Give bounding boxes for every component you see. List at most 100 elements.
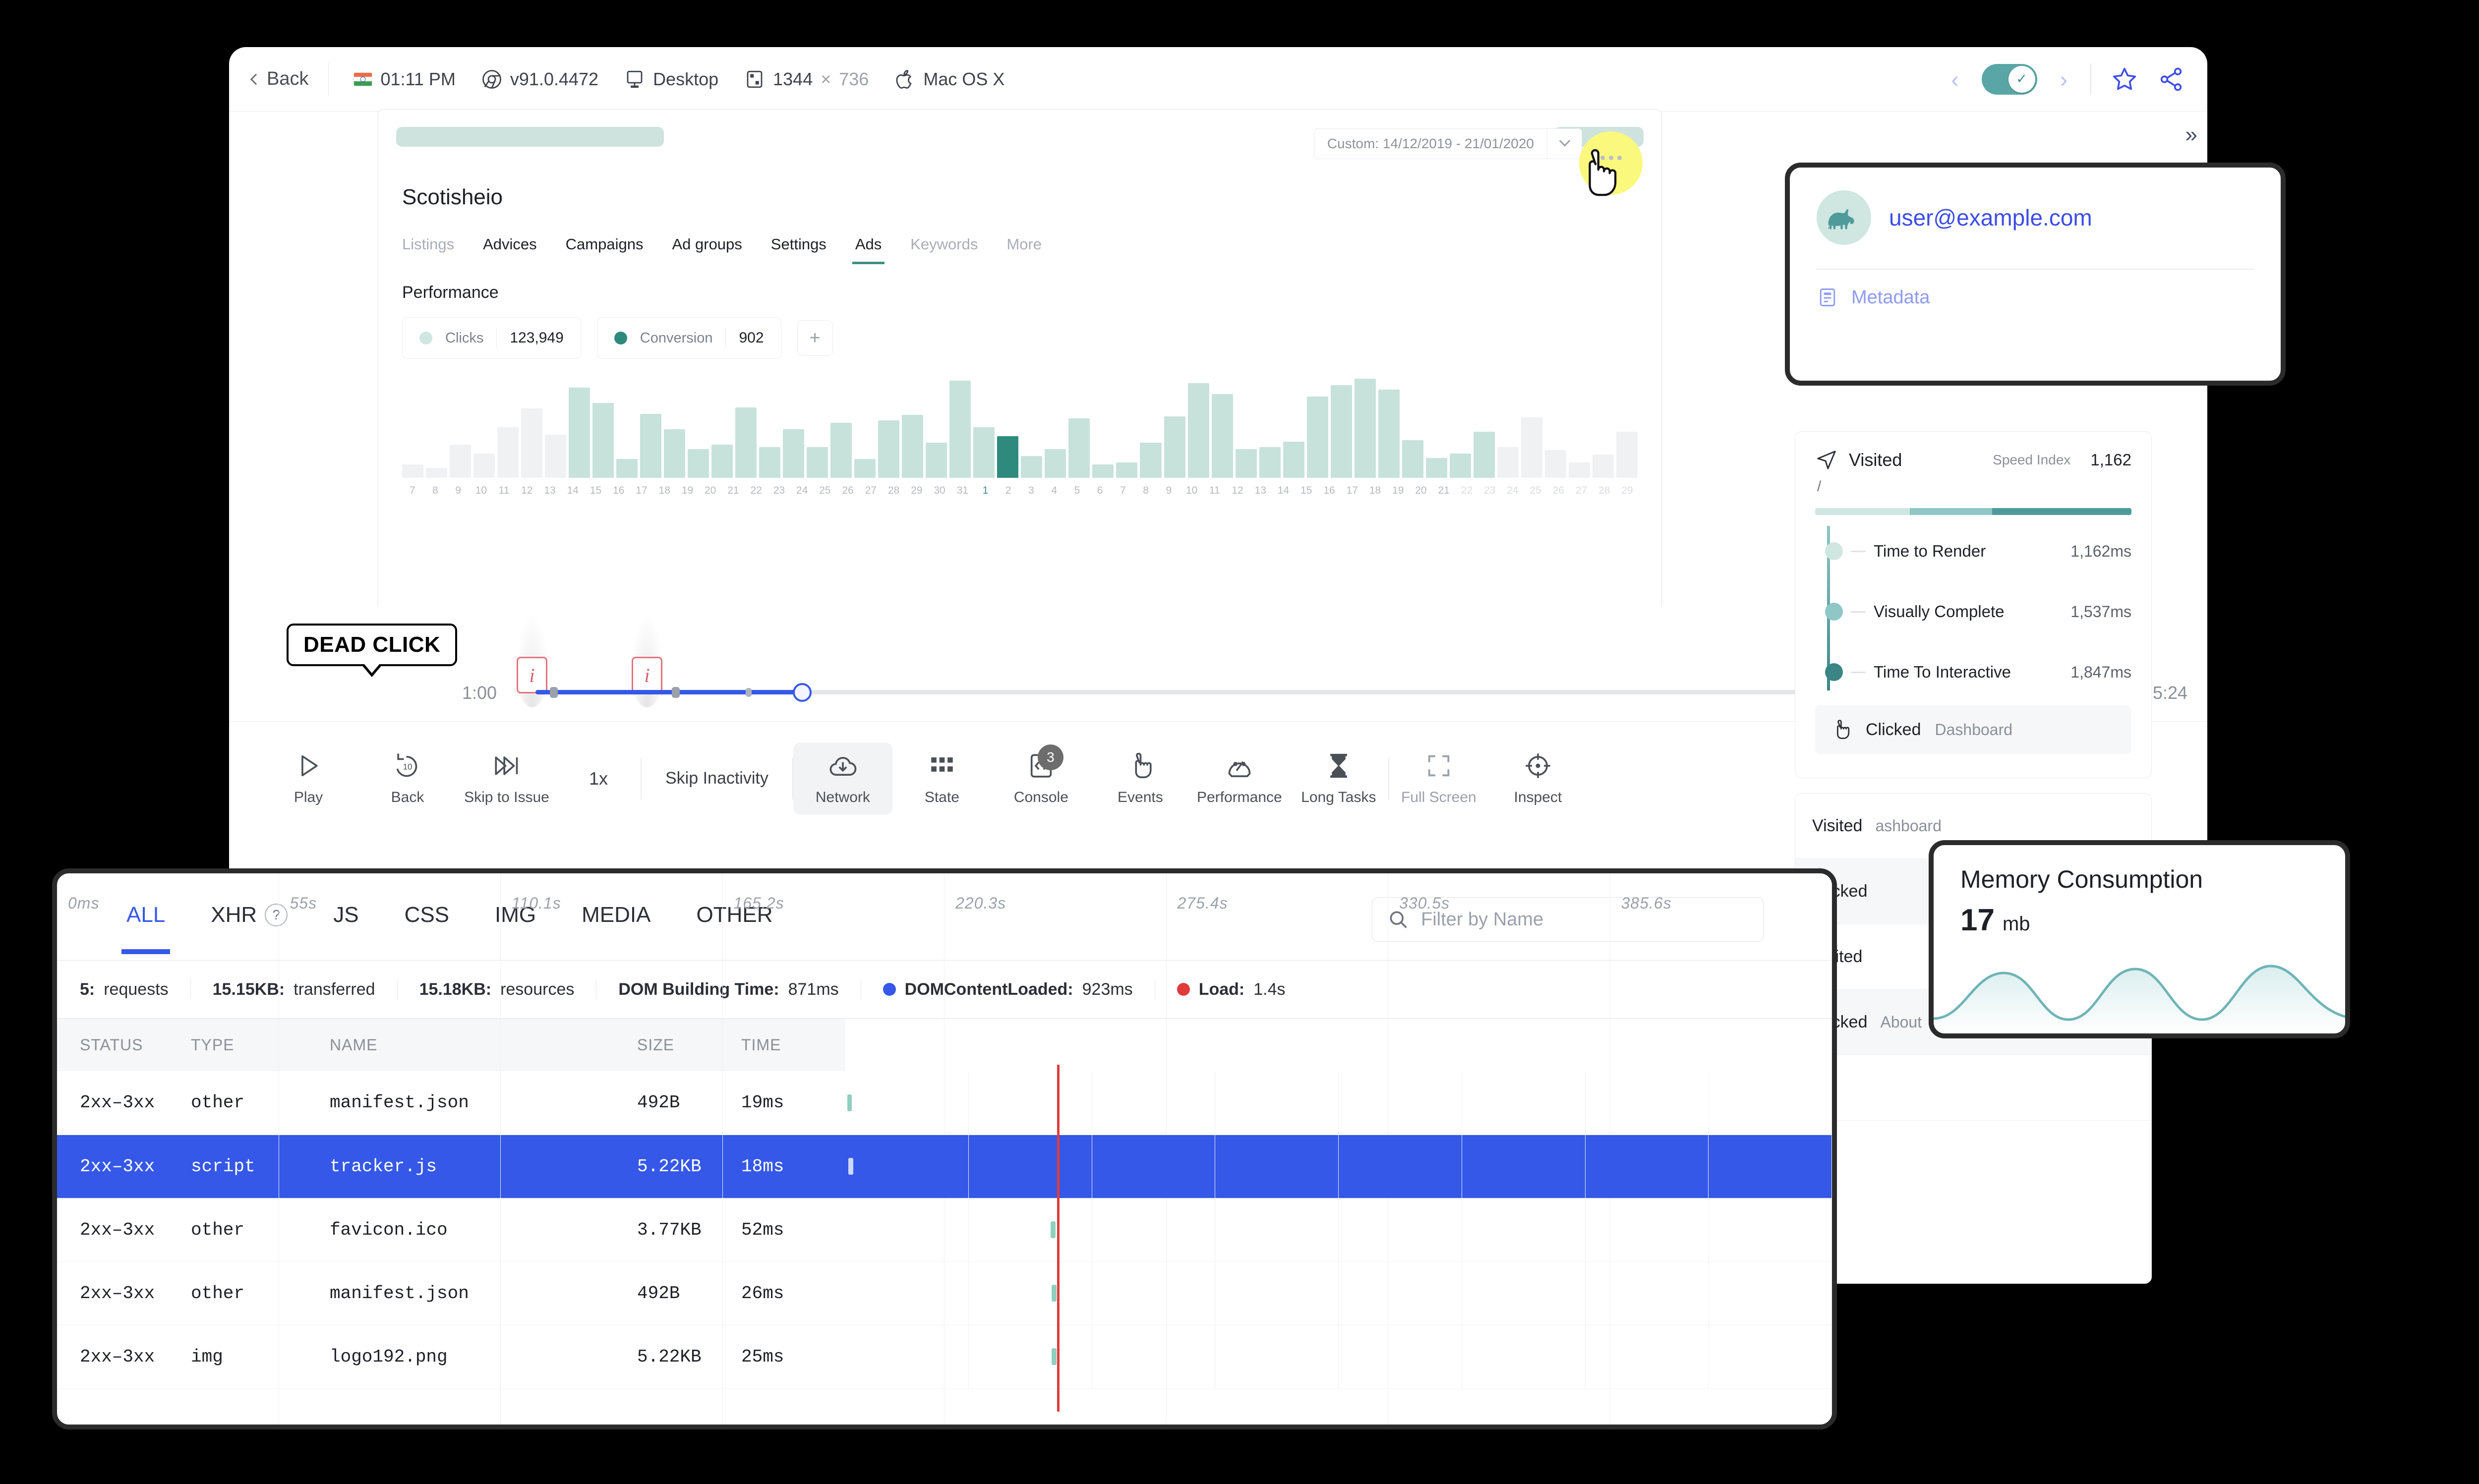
date-range-selector[interactable]: Custom: 14/12/2019 - 21/01/2020 <box>1313 128 1582 159</box>
date-range-dropdown-button[interactable] <box>1547 129 1582 159</box>
playback-speed-button[interactable]: 1x <box>589 768 608 789</box>
timeline-track[interactable] <box>535 683 2059 702</box>
pointer-icon <box>1126 751 1155 780</box>
code-icon: 3 <box>1027 744 1063 780</box>
tab-keywords[interactable]: Keywords <box>910 235 978 253</box>
cell-name: manifest.json <box>330 1071 637 1135</box>
visited-path: / <box>1817 478 1822 495</box>
col-size[interactable]: SIZE <box>637 1019 741 1071</box>
skip-inactivity-button[interactable]: Skip Inactivity <box>665 769 768 788</box>
visited-header: Visited Speed Index 1,162 <box>1815 449 2131 471</box>
skip-to-issue-button[interactable]: Skip to Issue <box>457 742 556 815</box>
conversion-color-dot <box>614 332 627 344</box>
tab-xhr[interactable]: XHR ? <box>211 903 288 931</box>
play-button[interactable]: Play <box>259 742 358 815</box>
cell-type: other <box>191 1261 330 1325</box>
tab-listings[interactable]: Listings <box>402 235 455 253</box>
chart-bar <box>1544 450 1566 478</box>
col-status[interactable]: STATUS <box>57 1019 191 1071</box>
timeline-row-time-to-render: Time to Render 1,162ms <box>1822 521 2131 581</box>
tab-advices[interactable]: Advices <box>483 235 537 253</box>
axis-tick-label: 24 <box>796 485 808 496</box>
previous-session-button[interactable]: ‹ <box>1951 66 1959 92</box>
tab-settings[interactable]: Settings <box>770 235 826 253</box>
tab-media[interactable]: MEDIA <box>582 903 650 931</box>
tab-more[interactable]: More <box>1006 235 1042 253</box>
tab-ad-groups[interactable]: Ad groups <box>672 235 742 253</box>
tool-fullscreen-button[interactable]: Full Screen <box>1389 742 1488 815</box>
cell-type: script <box>191 1135 330 1199</box>
back-button[interactable]: 10 Back <box>358 742 457 815</box>
event-row-clicked-dashboard[interactable]: Clicked Dashboard <box>1815 705 2131 754</box>
event-target: Dashboard <box>1935 720 2013 739</box>
add-metric-button[interactable]: + <box>797 320 833 356</box>
tool-network-button[interactable]: Network <box>793 742 892 815</box>
expand-panel-button[interactable]: » <box>2185 122 2197 147</box>
chart-bar <box>1235 449 1257 478</box>
timeline-event-tick[interactable] <box>746 687 752 697</box>
metric-cards: Clicks 123,949 Conversion 902 + <box>402 317 1638 359</box>
timeline-event-tick[interactable] <box>549 686 558 698</box>
filter-input-wrapper[interactable] <box>1372 897 1764 942</box>
tab-label: JS <box>333 902 359 927</box>
issue-marker[interactable]: i <box>628 608 666 707</box>
metadata-link[interactable]: Metadata <box>1817 286 2254 308</box>
tab-img[interactable]: IMG <box>495 903 536 931</box>
desktop-icon <box>624 69 645 90</box>
table-row[interactable]: 2xx–3xx img logo192.png 5.22KB 25ms <box>57 1325 1832 1389</box>
cell-time: 18ms <box>741 1135 845 1199</box>
table-row[interactable]: 2xx–3xx other manifest.json 492B 26ms <box>57 1261 1832 1325</box>
table-row[interactable]: 2xx–3xx other favicon.ico 3.77KB 52ms <box>57 1198 1832 1262</box>
tool-events-button[interactable]: Events <box>1091 742 1190 815</box>
user-email[interactable]: user@example.com <box>1889 205 2092 230</box>
chart-bar <box>1140 442 1162 478</box>
issue-marker[interactable]: i <box>513 608 551 707</box>
list-item[interactable]: Visited ashboard <box>1795 794 2151 859</box>
share-icon[interactable] <box>2158 66 2184 93</box>
table-row[interactable]: 2xx–3xx other manifest.json 492B 19ms <box>57 1071 1832 1135</box>
chart-bar <box>1045 449 1066 478</box>
chart-bar <box>592 402 614 478</box>
next-session-button[interactable]: › <box>2060 66 2067 92</box>
more-options-button[interactable] <box>1591 135 1631 180</box>
gauge-icon <box>1225 751 1254 780</box>
tool-inspect-button[interactable]: Inspect <box>1488 742 1588 815</box>
tab-css[interactable]: CSS <box>405 903 449 931</box>
chart-bar <box>997 436 1019 478</box>
tab-js[interactable]: JS <box>333 903 358 931</box>
help-icon[interactable]: ? <box>265 903 288 926</box>
tab-all[interactable]: ALL <box>121 903 171 954</box>
timeline-event-tick[interactable] <box>671 686 680 698</box>
col-type[interactable]: TYPE <box>191 1019 330 1071</box>
tool-performance-button[interactable]: Performance <box>1190 742 1289 815</box>
metric-card-conversion[interactable]: Conversion 902 <box>596 317 781 359</box>
memory-card-value-row: 17 mb <box>1934 894 2345 938</box>
star-icon[interactable] <box>2111 66 2138 93</box>
table-row[interactable]: 2xx–3xx script tracker.js 5.22KB 18ms <box>57 1135 1832 1199</box>
chart-bar <box>1330 385 1352 478</box>
skip-forward-icon <box>492 751 521 780</box>
replay-cursor-icon <box>1579 148 1622 202</box>
col-name[interactable]: NAME <box>330 1019 637 1071</box>
chart-bar <box>664 429 686 478</box>
timeline-handle[interactable] <box>792 683 812 702</box>
chart-bar <box>426 468 448 478</box>
back-button[interactable]: Back <box>250 68 328 90</box>
tab-label: MEDIA <box>582 902 651 927</box>
tool-console-button[interactable]: 3 Console <box>992 742 1091 815</box>
segment-visually-complete <box>1910 508 1993 515</box>
metric-card-clicks[interactable]: Clicks 123,949 <box>402 317 581 359</box>
stat-label: DOMContentLoaded: <box>904 979 1073 999</box>
tab-ads[interactable]: Ads <box>852 235 885 264</box>
chart-bar <box>926 442 947 478</box>
session-reviewed-toggle[interactable]: ✓ <box>1981 63 2037 95</box>
col-time[interactable]: TIME <box>741 1019 845 1071</box>
tool-state-button[interactable]: State <box>892 742 992 815</box>
list-item[interactable] <box>1795 1055 2151 1121</box>
tab-other[interactable]: OTHER <box>697 903 773 931</box>
metric-label: Conversion <box>640 330 713 346</box>
tab-campaigns[interactable]: Campaigns <box>565 235 644 253</box>
chart-bar <box>1306 396 1328 478</box>
tool-long-tasks-button[interactable]: Long Tasks <box>1289 742 1388 815</box>
search-input[interactable] <box>1421 909 1748 930</box>
